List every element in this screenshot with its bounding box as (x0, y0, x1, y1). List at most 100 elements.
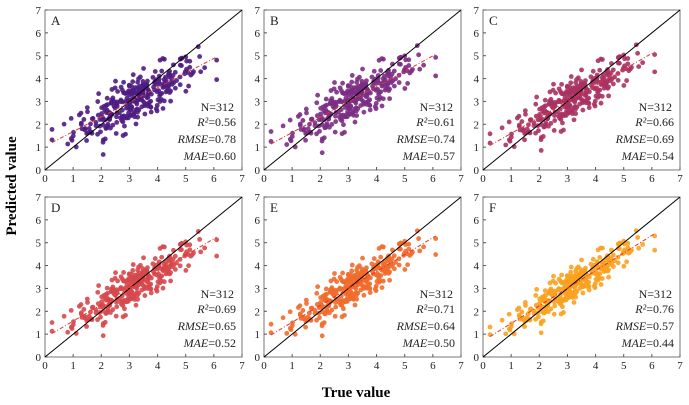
data-point (578, 79, 584, 84)
data-point (640, 60, 646, 66)
x-tick-label: 5 (402, 360, 408, 372)
x-tick-label: 3 (127, 173, 133, 185)
data-point (69, 326, 75, 331)
data-point (160, 285, 166, 291)
data-point (159, 68, 165, 74)
data-point (580, 100, 586, 106)
data-point (93, 310, 99, 316)
data-point (331, 276, 337, 282)
stat-value: =0.50 (427, 336, 455, 350)
data-point (406, 241, 412, 247)
data-point (183, 88, 189, 94)
data-point (421, 244, 427, 250)
x-tick-label: 2 (318, 360, 324, 372)
data-point (334, 89, 340, 95)
y-tick-label: 3 (255, 283, 261, 295)
data-point (337, 85, 343, 91)
stat-value: =0.76 (646, 302, 674, 316)
data-point (345, 83, 351, 89)
stat-value: =0.69 (208, 302, 236, 316)
points (49, 44, 220, 157)
data-point (284, 330, 290, 336)
data-point (564, 84, 570, 90)
data-point (195, 229, 201, 234)
data-point (100, 152, 106, 157)
data-point (574, 83, 580, 89)
y-tick-label: 5 (36, 51, 42, 63)
x-tick-label: 6 (430, 360, 436, 372)
y-tick-label: 4 (474, 74, 480, 86)
data-point (556, 97, 562, 103)
x-tick-label: 1 (70, 360, 76, 372)
x-tick-label: 1 (508, 360, 514, 372)
data-point (108, 100, 114, 106)
data-point (100, 114, 105, 120)
stat-value: =0.61 (427, 115, 455, 129)
data-point (96, 91, 102, 97)
data-point (367, 107, 373, 113)
data-point (112, 275, 118, 281)
data-point (287, 309, 293, 315)
data-point (348, 282, 354, 288)
data-point (183, 268, 189, 273)
data-point (559, 81, 564, 87)
data-point (320, 104, 326, 110)
data-point (197, 236, 203, 242)
data-point (202, 245, 208, 251)
data-point (70, 133, 76, 139)
data-point (528, 117, 534, 123)
data-point (354, 292, 359, 298)
data-point (324, 307, 330, 313)
y-tick-label: 5 (255, 51, 261, 63)
y-tick-label: 6 (255, 215, 261, 227)
data-point (416, 52, 422, 58)
data-point (552, 303, 558, 309)
data-point (579, 257, 584, 263)
data-point (565, 110, 571, 115)
data-point (591, 101, 597, 107)
data-point (417, 66, 423, 72)
data-point (608, 70, 614, 76)
data-point (526, 122, 531, 128)
data-point (323, 286, 329, 292)
data-point (592, 86, 598, 92)
data-point (214, 57, 220, 63)
data-point (98, 129, 103, 135)
data-point (69, 137, 75, 143)
data-point (652, 69, 658, 75)
data-point (307, 121, 312, 127)
data-point (408, 251, 414, 257)
data-point (140, 79, 146, 84)
data-point (543, 120, 549, 126)
panel-label: A (51, 13, 61, 28)
data-point (174, 78, 179, 83)
data-point (540, 134, 546, 139)
data-point (153, 106, 159, 112)
y-tick-label: 6 (36, 215, 42, 227)
y-tick-label: 2 (255, 119, 261, 131)
data-point (558, 311, 564, 317)
data-point (557, 293, 563, 299)
x-tick-label: 1 (70, 173, 76, 185)
data-point (562, 95, 568, 101)
y-axis-label: Predicted value (4, 136, 20, 236)
data-point (380, 96, 386, 102)
y-tick-label: 0 (36, 352, 42, 364)
data-point (124, 95, 130, 101)
y-tick-label: 3 (255, 96, 261, 108)
mae-stat: MAE=0.54 (621, 149, 674, 163)
data-point (393, 76, 398, 82)
data-point (101, 103, 107, 109)
data-point (333, 113, 338, 119)
identity-line (263, 196, 462, 358)
y-tick-label: 7 (255, 192, 261, 204)
stat-label: MAE (402, 336, 428, 350)
data-point (533, 293, 539, 298)
data-point (540, 318, 546, 324)
rmse-stat: RMSE=0.69 (615, 132, 674, 146)
stat-label: MAE (621, 149, 647, 163)
x-tick-label: 7 (677, 360, 683, 372)
stat-label: RMSE (177, 319, 209, 333)
stat-label: MAE (402, 149, 428, 163)
data-point (329, 307, 335, 313)
